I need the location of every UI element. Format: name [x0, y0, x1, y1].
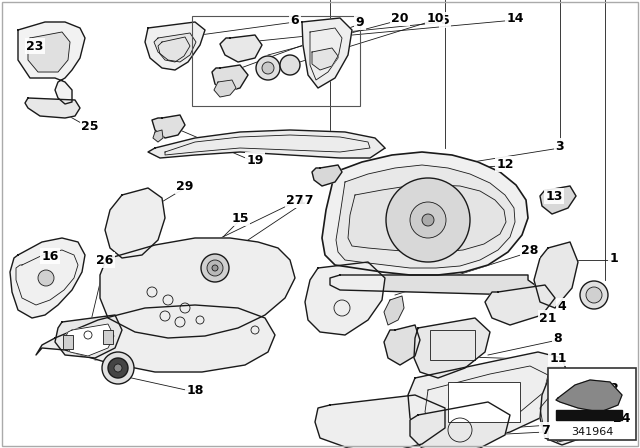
- Circle shape: [410, 202, 446, 238]
- Bar: [192, 16, 360, 106]
- Circle shape: [212, 265, 218, 271]
- Text: 2: 2: [610, 382, 618, 395]
- Polygon shape: [534, 242, 578, 308]
- Text: 4: 4: [557, 300, 566, 313]
- Polygon shape: [105, 188, 165, 258]
- Text: 5: 5: [440, 13, 449, 26]
- Bar: [103, 330, 113, 344]
- Polygon shape: [315, 395, 445, 448]
- Text: 11: 11: [549, 352, 567, 365]
- Polygon shape: [348, 185, 506, 252]
- Bar: [448, 382, 520, 422]
- Text: 25: 25: [81, 120, 99, 133]
- Text: 13: 13: [545, 190, 563, 202]
- Circle shape: [386, 178, 470, 262]
- Circle shape: [280, 55, 300, 75]
- Circle shape: [108, 358, 128, 378]
- Polygon shape: [152, 115, 185, 138]
- Circle shape: [262, 62, 274, 74]
- Polygon shape: [330, 275, 535, 295]
- Polygon shape: [305, 262, 385, 335]
- Text: 24: 24: [613, 412, 631, 425]
- Polygon shape: [25, 98, 80, 118]
- Bar: [63, 335, 73, 349]
- Polygon shape: [414, 318, 490, 378]
- Polygon shape: [556, 380, 622, 412]
- Circle shape: [586, 287, 602, 303]
- Polygon shape: [220, 35, 262, 62]
- Text: 3: 3: [556, 139, 564, 152]
- Text: 341964: 341964: [571, 427, 613, 437]
- Polygon shape: [540, 186, 576, 214]
- Circle shape: [256, 56, 280, 80]
- Polygon shape: [312, 48, 338, 70]
- Circle shape: [580, 281, 608, 309]
- Text: 6: 6: [291, 13, 300, 26]
- Text: 26: 26: [96, 254, 114, 267]
- Text: 19: 19: [246, 154, 264, 167]
- Polygon shape: [384, 325, 420, 365]
- Polygon shape: [154, 33, 196, 62]
- Circle shape: [102, 352, 134, 384]
- Polygon shape: [302, 18, 352, 88]
- Text: 28: 28: [522, 244, 539, 257]
- Polygon shape: [410, 402, 510, 448]
- Text: 14: 14: [506, 12, 524, 25]
- Polygon shape: [485, 285, 555, 325]
- Polygon shape: [556, 410, 622, 420]
- Text: 9: 9: [356, 16, 364, 29]
- Text: 12: 12: [496, 158, 514, 171]
- Circle shape: [422, 214, 434, 226]
- Circle shape: [207, 260, 223, 276]
- Text: 21: 21: [540, 311, 557, 324]
- Polygon shape: [212, 65, 248, 92]
- Polygon shape: [64, 324, 114, 356]
- Circle shape: [201, 254, 229, 282]
- Polygon shape: [10, 238, 85, 318]
- Polygon shape: [384, 296, 404, 325]
- Text: 23: 23: [26, 39, 44, 52]
- Text: 20: 20: [391, 12, 409, 25]
- Polygon shape: [18, 22, 85, 104]
- Text: 17: 17: [296, 194, 314, 207]
- Text: 1: 1: [610, 251, 618, 264]
- Polygon shape: [145, 22, 205, 70]
- Text: 7: 7: [541, 423, 549, 436]
- Polygon shape: [322, 152, 528, 275]
- Polygon shape: [148, 130, 385, 158]
- Polygon shape: [312, 165, 342, 186]
- Text: 18: 18: [186, 383, 204, 396]
- Bar: [548, 368, 636, 440]
- Text: 16: 16: [42, 250, 59, 263]
- Circle shape: [38, 270, 54, 286]
- Polygon shape: [153, 130, 163, 142]
- Text: 15: 15: [231, 211, 249, 224]
- Polygon shape: [214, 80, 236, 97]
- Polygon shape: [100, 238, 295, 338]
- Polygon shape: [336, 165, 515, 268]
- Polygon shape: [540, 370, 618, 445]
- Polygon shape: [28, 32, 70, 72]
- Bar: [430, 330, 475, 360]
- Text: 27: 27: [286, 194, 304, 207]
- Text: 8: 8: [554, 332, 563, 345]
- Text: 10: 10: [426, 12, 444, 25]
- Text: 29: 29: [176, 180, 194, 193]
- Polygon shape: [36, 305, 275, 372]
- Polygon shape: [55, 315, 122, 358]
- Polygon shape: [408, 352, 568, 442]
- Text: 22: 22: [563, 409, 580, 422]
- Circle shape: [114, 364, 122, 372]
